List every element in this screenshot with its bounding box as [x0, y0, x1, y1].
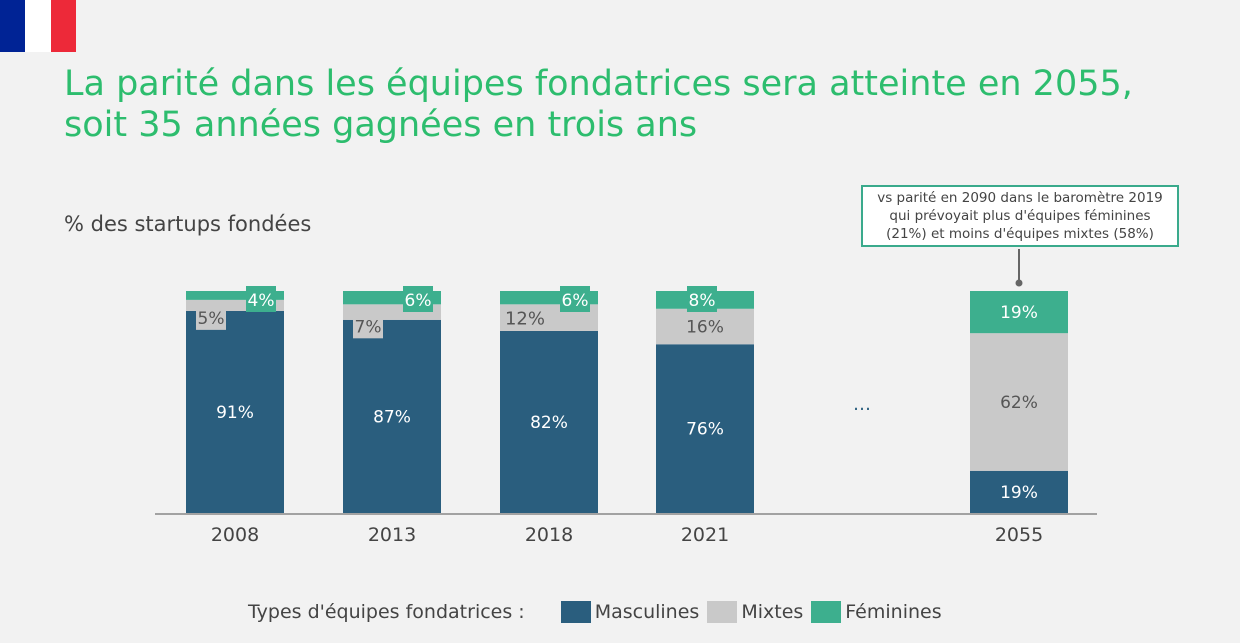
- x-tick-label-2018: 2018: [525, 524, 573, 546]
- note-connector-dot: [1015, 279, 1023, 287]
- data-label-2008: 5%: [198, 309, 225, 329]
- legend: Types d'équipes fondatrices : Masculines…: [248, 601, 950, 623]
- legend-item-feminines: Féminines: [811, 601, 942, 623]
- flag-red: [50, 0, 76, 52]
- bar-masculines-2008: [186, 310, 284, 513]
- bar-mixtes-2021: [656, 308, 754, 345]
- note-line-1: vs parité en 2090 dans le baromètre 2019: [877, 190, 1163, 206]
- bar-masculines-2013: [343, 319, 441, 513]
- flag-white: [25, 0, 51, 52]
- bar-masculines-2055: [970, 470, 1068, 513]
- legend-label-masculines: Masculines: [594, 601, 700, 623]
- bar-masculines-2021: [656, 344, 754, 513]
- bar-mixtes-2008: [186, 299, 284, 311]
- x-tick-label-2021: 2021: [681, 524, 729, 546]
- data-label-2013: 7%: [355, 317, 382, 337]
- y-axis-label: % des startups fondées: [64, 212, 312, 236]
- legend-swatch-feminines: [811, 601, 842, 623]
- data-label-2055: 62%: [1000, 393, 1038, 413]
- bar-féminines-2055: [970, 291, 1068, 334]
- x-tick-label-2055: 2055: [995, 524, 1043, 546]
- annotation-note: vs parité en 2090 dans le baromètre 2019…: [861, 185, 1179, 247]
- note-line-3: (21%) et moins d'équipes mixtes (58%): [886, 226, 1154, 242]
- data-label-2021: 8%: [689, 291, 716, 311]
- legend-label-mixtes: Mixtes: [741, 601, 804, 623]
- data-label-box-2008: [246, 286, 276, 312]
- french-flag-icon: [0, 0, 76, 52]
- legend-item-mixtes: Mixtes: [707, 601, 803, 623]
- legend-swatch-mixtes: [707, 601, 738, 623]
- data-label-2008: 4%: [248, 291, 275, 311]
- legend-swatch-masculines: [560, 601, 591, 623]
- data-label-2018: 6%: [562, 291, 589, 311]
- data-label-2055: 19%: [1000, 483, 1038, 503]
- data-label-2013: 6%: [405, 291, 432, 311]
- legend-item-masculines: Masculines: [560, 601, 700, 623]
- ellipsis-gap: …: [853, 394, 871, 415]
- data-label-box-2008: [196, 303, 226, 330]
- legend-label-feminines: Féminines: [845, 601, 942, 623]
- bar-masculines-2018: [500, 330, 598, 513]
- data-label-2013: 87%: [373, 407, 411, 427]
- data-label-2021: 76%: [686, 420, 724, 440]
- flag-blue: [0, 0, 26, 52]
- title-line-1: La parité dans les équipes fondatrices s…: [64, 64, 1133, 104]
- data-label-2008: 91%: [216, 403, 254, 423]
- legend-title: Types d'équipes fondatrices :: [248, 601, 525, 623]
- x-tick-label-2008: 2008: [211, 524, 259, 546]
- data-label-2018: 12%: [505, 309, 545, 330]
- data-label-box-2013: [403, 286, 433, 312]
- data-label-box-2013: [353, 312, 383, 339]
- bar-féminines-2008: [186, 291, 284, 300]
- note-line-2: qui prévoyait plus d'équipes féminines: [889, 208, 1151, 224]
- title-line-2: soit 35 années gagnées en trois ans: [64, 105, 698, 145]
- data-label-box-2021: [687, 286, 717, 312]
- page-title: La parité dans les équipes fondatrices s…: [64, 64, 1133, 146]
- data-label-2055: 19%: [1000, 303, 1038, 323]
- x-tick-label-2013: 2013: [368, 524, 416, 546]
- data-label-2021: 16%: [686, 318, 724, 338]
- data-label-2018: 82%: [530, 413, 568, 433]
- bar-mixtes-2055: [970, 333, 1068, 471]
- data-label-box-2018: [560, 286, 590, 312]
